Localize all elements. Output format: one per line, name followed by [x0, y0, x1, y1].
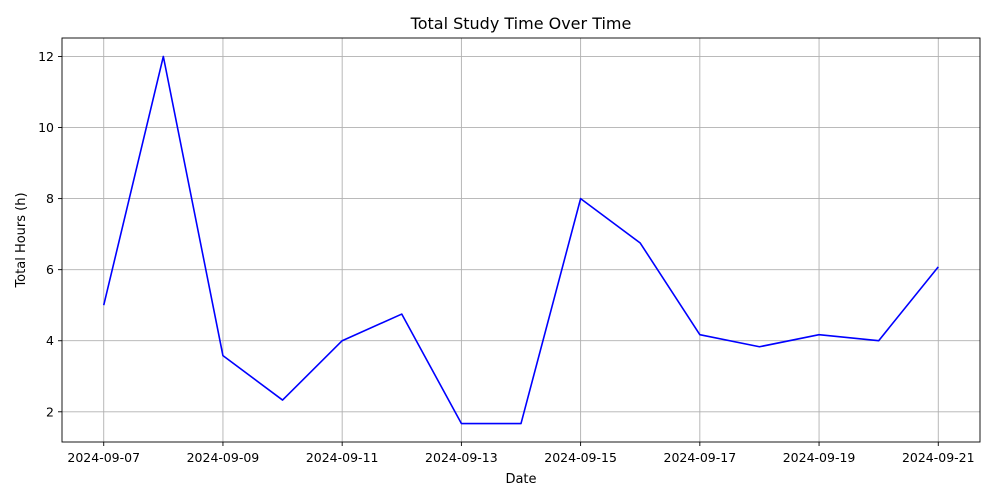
y-tick-label: 8	[46, 191, 54, 206]
chart-title: Total Study Time Over Time	[410, 14, 632, 33]
x-tick-label: 2024-09-13	[425, 450, 498, 465]
y-axis-label: Total Hours (h)	[14, 192, 29, 288]
x-axis-ticks: 2024-09-07 2024-09-09 2024-09-11 2024-09-13…	[67, 442, 975, 465]
x-tick-label: 2024-09-21	[902, 450, 975, 465]
x-axis-label: Date	[505, 472, 536, 487]
y-tick-label: 2	[46, 404, 54, 419]
y-tick-label: 4	[46, 333, 54, 348]
x-tick-label: 2024-09-09	[187, 450, 260, 465]
plot-area-frame	[61, 37, 981, 443]
x-tick-label: 2024-09-17	[664, 450, 737, 465]
x-tick-label: 2024-09-19	[783, 450, 856, 465]
series-line	[102, 55, 939, 425]
y-tick-label: 12	[38, 49, 54, 64]
x-tick-label: 2024-09-11	[306, 450, 379, 465]
series-layer	[102, 55, 939, 425]
grid	[62, 38, 980, 442]
y-tick-label: 10	[38, 120, 54, 135]
y-axis-ticks: 2 4 6 8 10 12	[38, 49, 62, 419]
x-tick-label: 2024-09-07	[67, 450, 140, 465]
y-tick-label: 6	[46, 262, 54, 277]
x-tick-label: 2024-09-15	[544, 450, 617, 465]
